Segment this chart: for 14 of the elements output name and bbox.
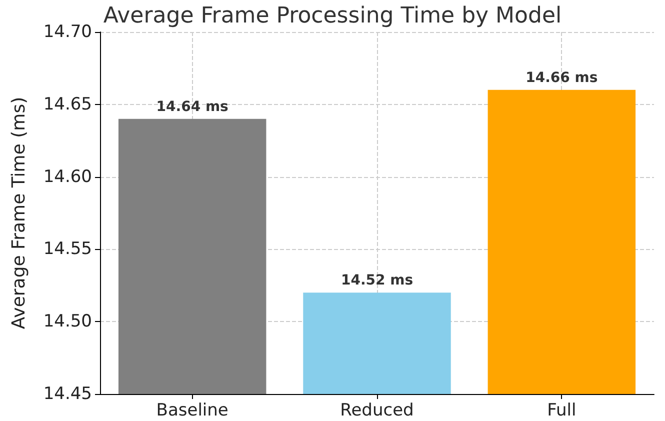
y-tick-label: 14.65 (43, 94, 92, 114)
chart-title: Average Frame Processing Time by Model (103, 4, 562, 28)
y-tick-label: 14.70 (43, 22, 92, 42)
y-tick-label: 14.45 (43, 384, 92, 404)
x-tick-label: Reduced (340, 400, 414, 420)
data-label: 14.52 ms (340, 272, 414, 289)
y-tick-label: 14.60 (43, 166, 92, 187)
x-tick-label: Baseline (156, 400, 228, 420)
x-tick-label: Full (547, 400, 576, 420)
y-axis-title: Average Frame Time (ms) (8, 96, 30, 330)
y-tick-label: 14.50 (43, 312, 92, 332)
y-tick-label: 14.55 (43, 239, 92, 260)
data-label: 14.64 ms (156, 98, 228, 115)
data-label: 14.66 ms (526, 70, 598, 86)
